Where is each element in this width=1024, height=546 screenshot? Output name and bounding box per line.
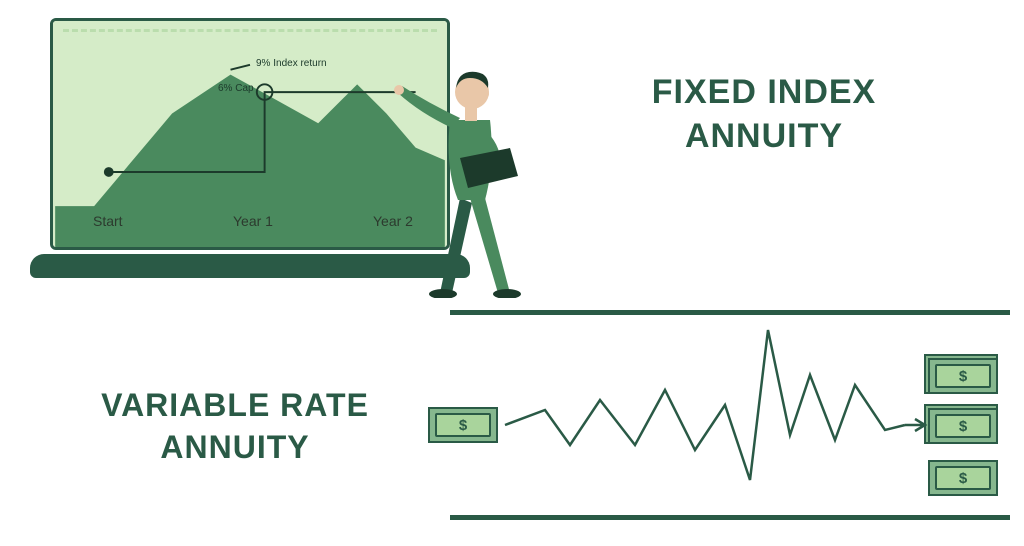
variable-rate-heading: VARIABLE RATE ANNUITY bbox=[40, 385, 430, 468]
laptop-illustration: 6% Cap 9% Index return Start Year 1 Year… bbox=[30, 18, 470, 278]
index-return-label: 9% Index return bbox=[256, 58, 327, 69]
axis-year1: Year 1 bbox=[233, 213, 273, 229]
cap-label: 6% Cap bbox=[218, 83, 254, 94]
heading-line: ANNUITY bbox=[564, 114, 964, 158]
fixed-index-section: 6% Cap 9% Index return Start Year 1 Year… bbox=[0, 0, 1024, 280]
volatility-line bbox=[450, 310, 1010, 520]
heading-line: VARIABLE RATE bbox=[40, 385, 430, 427]
dollar-bill-icon: $ bbox=[928, 358, 998, 394]
dollar-bill-icon: $ bbox=[428, 407, 498, 443]
axis-start: Start bbox=[93, 213, 123, 229]
presenter-icon bbox=[390, 48, 540, 298]
dollar-bill-icon: $ bbox=[928, 460, 998, 496]
variable-rate-panel: $$$$ bbox=[450, 310, 1010, 520]
heading-line: FIXED INDEX bbox=[564, 70, 964, 114]
dollar-bill-icon: $ bbox=[928, 408, 998, 444]
screen: 6% Cap 9% Index return Start Year 1 Year… bbox=[53, 21, 447, 247]
heading-line: ANNUITY bbox=[40, 427, 430, 469]
fixed-index-heading: FIXED INDEX ANNUITY bbox=[564, 70, 964, 158]
